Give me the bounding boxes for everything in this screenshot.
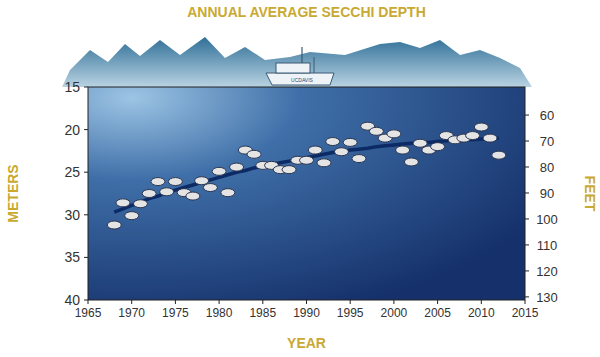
y-tick <box>84 129 88 130</box>
y2-axis-label: FEET <box>582 176 598 212</box>
data-point <box>168 178 182 186</box>
x-tick <box>525 300 526 304</box>
x-axis-label: YEAR <box>287 335 326 351</box>
data-point <box>492 151 506 159</box>
y-tick-label: 35 <box>64 249 80 265</box>
x-tick <box>131 300 132 304</box>
annotation: UCDAVIS <box>291 77 314 83</box>
y2-tick-label: 120 <box>536 264 558 279</box>
y2-tick-label: 110 <box>537 238 558 253</box>
x-tick-label: 2005 <box>424 306 451 320</box>
x-tick <box>393 300 394 304</box>
x-tick <box>306 300 307 304</box>
x-tick-label: 2015 <box>512 306 539 320</box>
data-point <box>160 188 174 196</box>
y2-tick <box>525 218 529 219</box>
x-tick-label: 1970 <box>118 306 145 320</box>
data-point <box>186 192 200 200</box>
boat-crane <box>314 57 315 73</box>
mountains <box>62 37 532 87</box>
y-axis-label: METERS <box>5 164 21 222</box>
data-point <box>133 200 147 208</box>
x-tick <box>88 300 89 304</box>
data-point <box>343 138 357 146</box>
y-tick <box>84 87 88 88</box>
x-tick-label: 2000 <box>381 306 408 320</box>
y-tick <box>84 257 88 258</box>
plot-area <box>88 87 525 300</box>
y-tick <box>84 300 88 301</box>
data-point <box>396 146 410 154</box>
data-point <box>116 199 130 207</box>
x-tick <box>481 300 482 304</box>
y2-tick <box>525 141 529 142</box>
data-point <box>334 148 348 156</box>
data-point <box>107 221 121 229</box>
x-tick-label: 2010 <box>468 306 495 320</box>
data-point <box>317 159 331 167</box>
data-point <box>483 134 497 142</box>
y2-tick <box>525 270 529 271</box>
x-tick-label: 1985 <box>249 306 276 320</box>
y2-tick-label: 90 <box>540 186 554 201</box>
data-point <box>247 150 261 158</box>
y2-tick <box>525 244 529 245</box>
y2-tick-label: 80 <box>540 160 554 175</box>
y2-tick-label: 60 <box>540 108 554 123</box>
trend-line <box>114 138 499 212</box>
data-point <box>151 178 165 186</box>
y-tick-label: 20 <box>64 122 80 138</box>
data-point <box>142 190 156 198</box>
data-point <box>466 132 480 140</box>
y2-tick <box>525 167 529 168</box>
data-point <box>203 184 217 192</box>
data-point <box>125 212 139 220</box>
chart: ANNUAL AVERAGE SECCHI DEPTH UCDAVIS 1965 19… <box>0 0 600 357</box>
data-point <box>221 189 235 197</box>
data-point <box>474 123 488 131</box>
y-tick-label: 30 <box>64 207 80 223</box>
y2-tick-label: 130 <box>536 290 558 305</box>
data-point <box>369 127 383 135</box>
x-tick-label: 1975 <box>162 306 189 320</box>
data-point <box>404 158 418 166</box>
data-point <box>387 130 401 138</box>
data-point <box>413 139 427 147</box>
x-tick-label: 1980 <box>206 306 233 320</box>
data-point <box>282 166 296 174</box>
plot-frame <box>88 87 525 300</box>
y2-tick-label: 100 <box>536 212 558 227</box>
title: ANNUAL AVERAGE SECCHI DEPTH <box>187 4 426 20</box>
x-tick <box>262 300 263 304</box>
y2-tick-label: 70 <box>540 134 554 149</box>
y-tick-label: 40 <box>64 292 80 308</box>
boat-hull <box>266 73 334 85</box>
data-group <box>107 122 506 229</box>
y-tick-label: 25 <box>64 164 80 180</box>
x-tick <box>437 300 438 304</box>
x-tick <box>350 300 351 304</box>
y-tick-label: 15 <box>64 79 80 95</box>
x-tick-label: 1995 <box>337 306 364 320</box>
data-point <box>326 138 340 146</box>
data-point <box>352 155 366 163</box>
boat-mast <box>301 47 302 63</box>
x-tick <box>175 300 176 304</box>
y2-tick <box>525 296 529 297</box>
x-tick-label: 1965 <box>75 306 102 320</box>
y-tick <box>84 214 88 215</box>
y-tick <box>84 172 88 173</box>
boat-cabin <box>276 63 310 73</box>
data-point <box>308 146 322 154</box>
data-point <box>230 163 244 171</box>
data-point <box>431 143 445 151</box>
y2-tick <box>525 115 529 116</box>
y2-tick <box>525 192 529 193</box>
data-point <box>212 167 226 175</box>
data-point <box>300 156 314 164</box>
x-tick <box>219 300 220 304</box>
data-point <box>195 177 209 185</box>
x-tick-label: 1990 <box>293 306 320 320</box>
